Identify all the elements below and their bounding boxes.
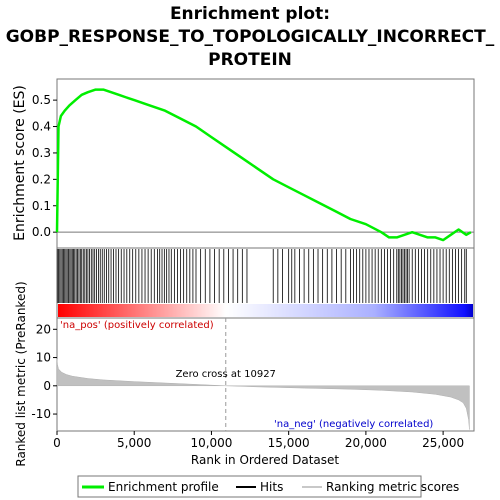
neg-correlated-label: 'na_neg' (negatively correlated)	[274, 419, 433, 430]
rank-metric-area	[56, 358, 470, 430]
chart-title-line-2: GOBP_RESPONSE_TO_TOPOLOGICALLY_INCORRECT…	[6, 27, 495, 47]
es-y-tick-label: 0.5	[32, 93, 51, 107]
legend: Enrichment profile Hits Ranking metric s…	[77, 475, 459, 498]
legend-label-enrichment: Enrichment profile	[108, 480, 219, 494]
x-tick-label: 15,000	[268, 436, 310, 450]
x-axis: 0 5,000 10,000 15,000 20,000 25,000	[53, 431, 464, 450]
es-panel-frame	[56, 78, 475, 249]
chart-title-line-1: Enrichment plot:	[170, 4, 330, 24]
es-y-tick-label: 0.0	[32, 225, 51, 239]
es-line-group	[55, 88, 472, 242]
x-tick-label: 0	[53, 436, 61, 450]
rank-y-tick-label: 0	[43, 379, 51, 393]
hits-group	[56, 249, 467, 303]
x-axis-label: Rank in Ordered Dataset	[191, 453, 339, 467]
legend-label-ranking: Ranking metric scores	[326, 480, 459, 494]
rank-y-tick-label: -10	[31, 407, 51, 421]
rank-y-axis-label: Ranked list metric (PreRanked)	[14, 281, 28, 466]
x-tick-label: 20,000	[345, 436, 387, 450]
es-series-line	[55, 88, 472, 242]
es-y-tick-label: 0.4	[32, 120, 51, 134]
rank-y-tick-label: 10	[36, 351, 51, 365]
legend-label-hits: Hits	[260, 480, 283, 494]
rank-heatmap-bar	[58, 304, 473, 317]
es-y-tick-label: 0.3	[32, 146, 51, 160]
es-y-tick-label: 0.2	[32, 172, 51, 186]
rank-y-axis: 20 10 0 -10	[31, 322, 57, 421]
heat-bar	[58, 304, 473, 317]
rank-panel-frame	[56, 317, 475, 432]
x-tick-label: 25,000	[422, 436, 464, 450]
es-y-axis-label: Enrichment score (ES)	[12, 85, 28, 241]
es-y-tick-label: 0.1	[32, 199, 51, 213]
rank-area-group	[56, 358, 470, 430]
x-tick-label: 5,000	[117, 436, 151, 450]
es-y-axis: 0.0 0.1 0.2 0.3 0.4 0.5	[32, 93, 57, 239]
rank-y-tick-label: 20	[36, 322, 51, 336]
x-tick-label: 10,000	[190, 436, 232, 450]
pos-correlated-label: 'na_pos' (positively correlated)	[60, 320, 214, 331]
chart-title-line-3: PROTEIN	[208, 50, 292, 70]
zero-cross-label: Zero cross at 10927	[176, 369, 276, 380]
